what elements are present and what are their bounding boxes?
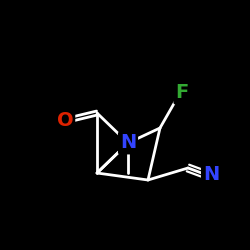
Text: N: N — [203, 166, 219, 184]
Text: N: N — [120, 134, 136, 152]
Text: F: F — [176, 84, 189, 102]
Text: O: O — [57, 110, 73, 130]
